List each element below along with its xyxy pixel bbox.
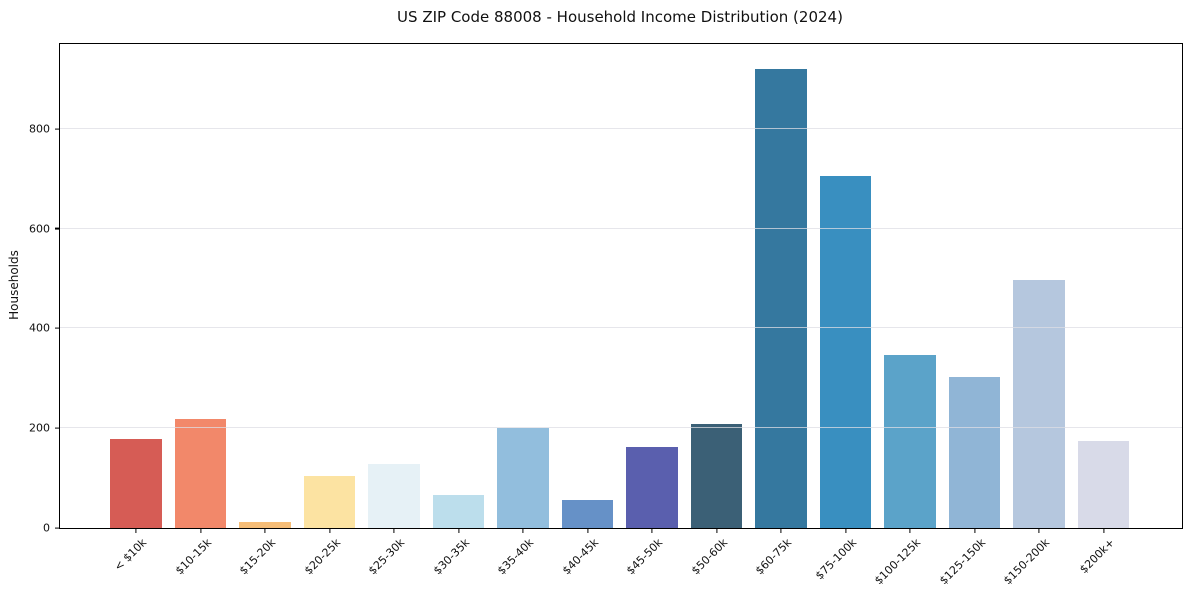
x-tick-mark bbox=[586, 528, 589, 533]
y-tick-mark bbox=[55, 327, 60, 330]
gridline bbox=[60, 227, 1182, 229]
x-tick-label: $150-200k bbox=[1001, 536, 1053, 588]
x-tick-label: $25-30k bbox=[365, 536, 408, 578]
x-tick-mark bbox=[909, 528, 911, 533]
x-tick-label: $125-150k bbox=[936, 536, 988, 588]
x-tick-mark bbox=[844, 528, 847, 533]
bar-125-150k bbox=[948, 377, 1001, 528]
x-tick-mark bbox=[1102, 528, 1105, 533]
x-tick-label: $10-15k bbox=[172, 536, 214, 578]
x-tick-label: < $10k bbox=[111, 536, 150, 574]
plot-area: 0 200 400 600 800 < $10k $10-15k $15-20k $20-25… bbox=[29, 43, 1183, 587]
x-tick-mark bbox=[328, 528, 331, 533]
bar-30-35k bbox=[432, 495, 485, 528]
y-tick-label: 800 bbox=[29, 122, 50, 136]
y-tick-label: 600 bbox=[29, 222, 50, 236]
bar-20-25k bbox=[303, 476, 356, 528]
y-tick-mark bbox=[55, 427, 60, 429]
bar-40-45k bbox=[561, 500, 614, 528]
y-tick-mark bbox=[55, 527, 60, 529]
x-tick-mark bbox=[973, 528, 976, 533]
x-tick-mark bbox=[264, 528, 266, 533]
x-tick-label: $50-60k bbox=[688, 536, 730, 578]
gridline bbox=[60, 127, 1182, 129]
bar-150-200k bbox=[1013, 280, 1065, 528]
y-tick-label: 0 bbox=[43, 521, 50, 535]
bar-75-100k bbox=[819, 176, 872, 528]
x-tick-label: $45-50k bbox=[623, 536, 666, 578]
x-tick-label: $40-45k bbox=[559, 536, 601, 578]
x-tick-mark bbox=[135, 528, 137, 533]
x-tick-mark bbox=[457, 528, 460, 533]
chart-title: US ZIP Code 88008 - Household Income Dis… bbox=[397, 8, 843, 26]
x-tick-mark bbox=[522, 528, 524, 533]
x-tick-label: $20-25k bbox=[301, 536, 343, 578]
bar-10k bbox=[110, 439, 162, 528]
y-tick-label: 400 bbox=[29, 321, 50, 335]
y-tick-mark bbox=[55, 128, 60, 130]
x-tick-label: $60-75k bbox=[752, 536, 795, 578]
bar-50-60k bbox=[690, 423, 743, 528]
bar-200k bbox=[1077, 441, 1130, 528]
bar-100-125k bbox=[884, 355, 936, 528]
bar-45-50k bbox=[626, 447, 678, 528]
x-tick-mark bbox=[780, 528, 782, 533]
x-tick-mark bbox=[715, 528, 718, 533]
bar-25-30k bbox=[368, 463, 420, 528]
bar-60-75k bbox=[755, 68, 807, 528]
x-tick-label: $75-100k bbox=[812, 536, 859, 583]
x-tick-mark bbox=[199, 528, 202, 533]
bar-35-40k bbox=[497, 427, 549, 528]
x-tick-mark bbox=[393, 528, 395, 533]
x-tick-mark bbox=[651, 528, 653, 533]
bar-15-20k bbox=[239, 522, 291, 528]
x-tick-label: $200k+ bbox=[1076, 536, 1117, 577]
x-tick-mark bbox=[1038, 528, 1040, 533]
y-tick-mark bbox=[55, 228, 60, 230]
x-tick-label: $35-40k bbox=[494, 536, 537, 578]
x-tick-label: $30-35k bbox=[430, 536, 472, 578]
y-tick-label: 200 bbox=[29, 421, 50, 435]
bar-10-15k bbox=[174, 418, 227, 528]
y-axis-label: Households bbox=[7, 250, 21, 320]
x-tick-label: $15-20k bbox=[236, 536, 279, 578]
x-tick-label: $100-125k bbox=[872, 536, 924, 588]
